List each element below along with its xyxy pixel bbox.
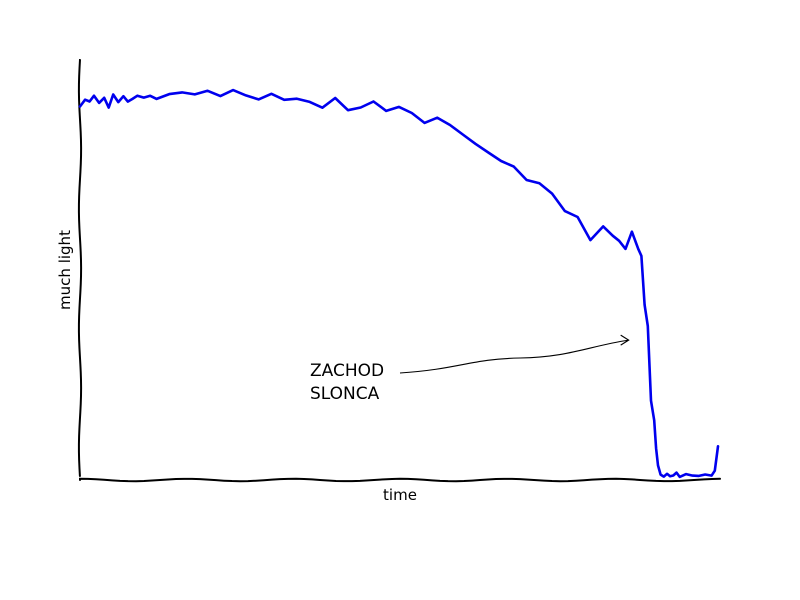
series-line-0 <box>78 88 720 479</box>
x-axis-label: time <box>383 486 417 504</box>
annotation-line-2: SLONCA <box>310 384 380 404</box>
annotation-arrow <box>399 334 630 374</box>
y-axis-line <box>77 59 83 477</box>
y-axis-label: much light <box>56 230 74 310</box>
series-layer <box>78 88 720 479</box>
annotation-line-1: ZACHOD <box>310 361 384 381</box>
x-axis-line <box>79 477 721 483</box>
